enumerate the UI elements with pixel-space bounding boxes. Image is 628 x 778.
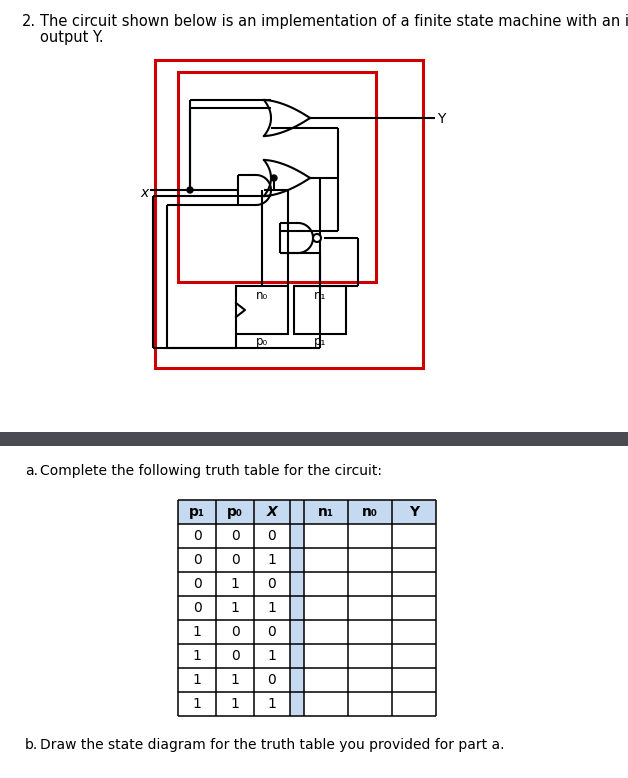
Text: 1: 1 (193, 697, 202, 711)
Text: 0: 0 (268, 625, 276, 639)
Text: 1: 1 (230, 673, 239, 687)
Text: n₁: n₁ (314, 289, 326, 302)
Text: The circuit shown below is an implementation of a finite state machine with an i: The circuit shown below is an implementa… (40, 14, 628, 29)
Text: p₁: p₁ (189, 505, 205, 519)
Text: output Y.: output Y. (40, 30, 104, 45)
Text: 0: 0 (193, 577, 202, 591)
Text: 2.: 2. (22, 14, 36, 29)
Text: n₀: n₀ (362, 505, 378, 519)
Text: 1: 1 (230, 697, 239, 711)
Text: 0: 0 (230, 529, 239, 543)
Bar (0, 432, 628, 446)
Text: Y: Y (437, 112, 445, 126)
Text: 0: 0 (268, 529, 276, 543)
Text: n₀: n₀ (256, 289, 268, 302)
Text: p₀: p₀ (227, 505, 243, 519)
Bar (294, 286, 346, 334)
Text: 1: 1 (268, 697, 276, 711)
Text: 0: 0 (268, 577, 276, 591)
Text: 1: 1 (193, 625, 202, 639)
Text: 0: 0 (193, 553, 202, 567)
Circle shape (313, 234, 321, 242)
Text: 1: 1 (230, 601, 239, 615)
Text: 0: 0 (230, 553, 239, 567)
Text: n₁: n₁ (318, 505, 334, 519)
Text: 1: 1 (268, 601, 276, 615)
Text: p₁: p₁ (314, 335, 326, 348)
Text: 0: 0 (193, 601, 202, 615)
Text: p₀: p₀ (256, 335, 268, 348)
Text: 1: 1 (193, 649, 202, 663)
Text: X: X (267, 505, 278, 519)
Bar (290, 500, 304, 716)
Bar (178, 72, 376, 282)
Text: 0: 0 (268, 673, 276, 687)
Bar (236, 286, 288, 334)
Bar (155, 60, 423, 368)
Text: 1: 1 (193, 673, 202, 687)
Text: 1: 1 (230, 577, 239, 591)
Text: 0: 0 (193, 529, 202, 543)
Text: Draw the state diagram for the truth table you provided for part a.: Draw the state diagram for the truth tab… (40, 738, 504, 752)
Text: 1: 1 (268, 553, 276, 567)
Text: 1: 1 (268, 649, 276, 663)
Text: b.: b. (25, 738, 38, 752)
Text: Y: Y (409, 505, 419, 519)
Text: Complete the following truth table for the circuit:: Complete the following truth table for t… (40, 464, 382, 478)
Circle shape (271, 175, 277, 181)
Text: 0: 0 (230, 625, 239, 639)
Bar (178, 500, 436, 524)
Text: a.: a. (25, 464, 38, 478)
Circle shape (187, 187, 193, 193)
Text: x: x (140, 186, 148, 200)
Text: 0: 0 (230, 649, 239, 663)
